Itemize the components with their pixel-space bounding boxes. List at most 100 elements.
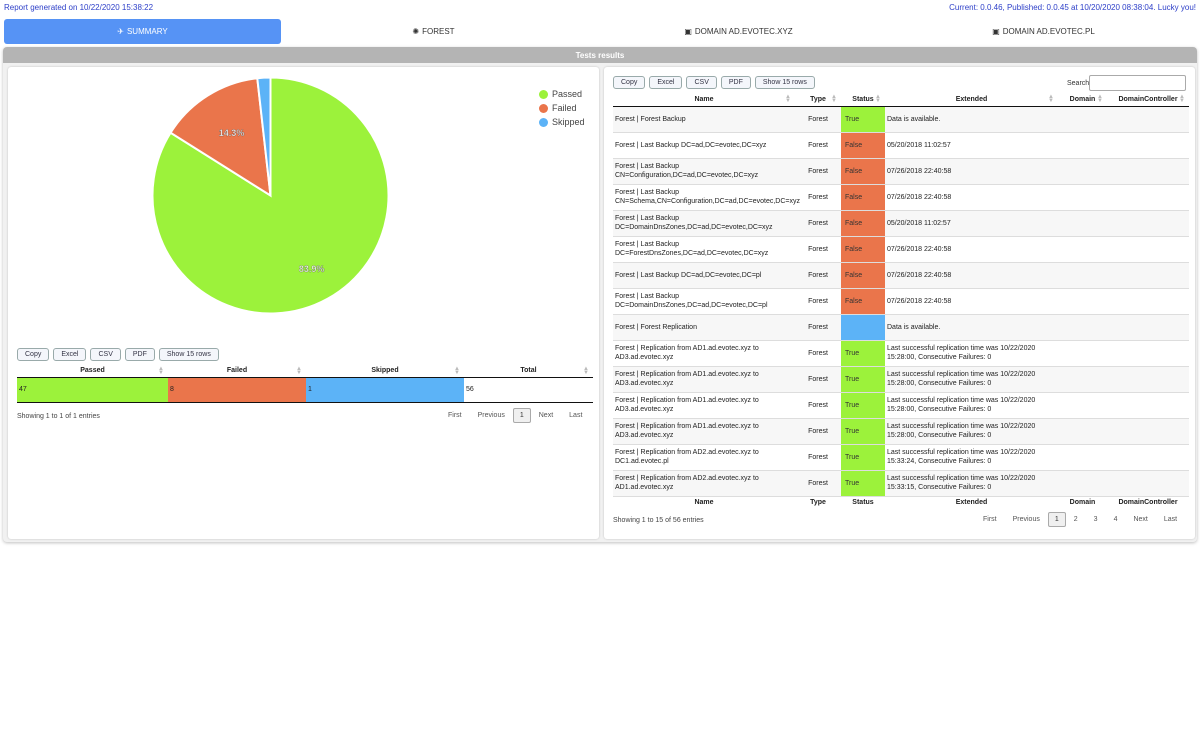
previous-page[interactable]: Previous xyxy=(1012,516,1040,523)
cell-status: False xyxy=(841,210,885,237)
cell-name: Forest | Replication from AD2.ad.evotec.… xyxy=(613,444,795,471)
report-generated-text: Report generated on 10/22/2020 15:38:22 xyxy=(4,3,154,12)
page-2[interactable]: 2 xyxy=(1073,516,1078,523)
table-row: Forest | Last Backup DC=ad,DC=evotec,DC=… xyxy=(613,132,1189,159)
col-status[interactable]: Status ▲ ▼ xyxy=(841,93,885,107)
cell-domaincontroller xyxy=(1107,444,1189,471)
last-page[interactable]: Last xyxy=(569,412,583,419)
cell-domain xyxy=(1058,288,1107,315)
csv-button[interactable]: CSV xyxy=(90,348,121,361)
cell-extended: Data is available. xyxy=(885,106,1058,133)
foot-status: Status xyxy=(841,495,885,509)
page-1[interactable]: 1 xyxy=(512,408,531,423)
page-4[interactable]: 4 xyxy=(1113,516,1118,523)
excel-button[interactable]: Excel xyxy=(53,348,87,361)
cell-domaincontroller xyxy=(1107,366,1189,393)
cell-extended: Last successful replication time was 10/… xyxy=(885,366,1058,393)
cell-domain xyxy=(1058,132,1107,159)
col-skipped[interactable]: Skipped ▲ ▼ xyxy=(306,365,464,378)
cell-passed: 47 xyxy=(17,377,168,403)
col-total[interactable]: Total ▲ ▼ xyxy=(464,365,593,378)
summary-info: Showing 1 to 1 of 1 entries xyxy=(17,413,100,420)
cell-status: False xyxy=(841,132,885,159)
legend-item-failed[interactable]: Failed xyxy=(539,101,585,115)
copy-button[interactable]: Copy xyxy=(17,348,50,361)
tab-summary[interactable]: ✈ Summary xyxy=(4,19,281,44)
cell-name: Forest | Last Backup CN=Schema,CN=Config… xyxy=(613,184,800,211)
cell-domain xyxy=(1058,314,1107,341)
cell-status: False xyxy=(841,184,885,211)
cell-name: Forest | Last Backup DC=ad,DC=evotec,DC=… xyxy=(613,262,795,289)
cell-type: Forest xyxy=(795,340,841,367)
cell-name: Forest | Forest Replication xyxy=(613,314,795,341)
col-type[interactable]: Type ▲ ▼ xyxy=(795,93,841,107)
first-page[interactable]: First xyxy=(983,516,997,523)
cell-domain xyxy=(1058,444,1107,471)
cell-domain xyxy=(1058,106,1107,133)
pie-label-passed: 83.9% xyxy=(299,264,325,274)
pie-slice-failed[interactable] xyxy=(169,77,272,198)
pdf-button[interactable]: PDF xyxy=(720,76,751,89)
show-rows-button[interactable]: Show 15 rows xyxy=(754,76,815,89)
cell-type: Forest xyxy=(795,236,841,263)
foot-name: Name xyxy=(613,495,795,509)
cell-domaincontroller xyxy=(1107,106,1189,133)
pdf-button[interactable]: PDF xyxy=(124,348,155,361)
table-row: Forest | Replication from AD2.ad.evotec.… xyxy=(613,470,1189,497)
page-3[interactable]: 3 xyxy=(1093,516,1098,523)
cell-status: True xyxy=(841,392,885,419)
copy-button[interactable]: Copy xyxy=(613,76,646,89)
details-pagination: First Previous 1 2 3 4 Next Last xyxy=(975,512,1185,527)
col-passed[interactable]: Passed ▲ ▼ xyxy=(17,365,168,378)
cell-extended: 07/26/2018 22:40:58 xyxy=(885,184,1058,211)
col-failed[interactable]: Failed ▲ ▼ xyxy=(168,365,306,378)
col-name[interactable]: Name ▲ ▼ xyxy=(613,93,795,107)
tab-domain-xyz[interactable]: ▣ Domain ad.evotec.xyz xyxy=(586,19,891,44)
cell-extended: 07/26/2018 22:40:58 xyxy=(885,288,1058,315)
foot-extended: Extended xyxy=(885,495,1058,509)
cell-domaincontroller xyxy=(1107,392,1189,419)
show-rows-button[interactable]: Show 15 rows xyxy=(158,348,219,361)
pie-slice-skipped[interactable] xyxy=(256,76,272,196)
cell-type: Forest xyxy=(795,444,841,471)
col-extended[interactable]: Extended ▲ ▼ xyxy=(885,93,1058,107)
tab-forest[interactable]: ✺ Forest xyxy=(281,19,586,44)
tab-domain-pl[interactable]: ▣ Domain ad.evotec.pl xyxy=(891,19,1196,44)
table-row: Forest | Last Backup CN=Configuration,DC… xyxy=(613,158,1189,185)
cell-status: True xyxy=(841,340,885,367)
search-label: Search: xyxy=(1067,80,1092,87)
cell-status xyxy=(841,314,885,341)
first-page[interactable]: First xyxy=(448,412,462,419)
foot-type: Type xyxy=(795,495,841,509)
excel-button[interactable]: Excel xyxy=(649,76,683,89)
report-header: Report generated on 10/22/2020 15:38:22 … xyxy=(0,0,1200,16)
cell-domaincontroller xyxy=(1107,470,1189,497)
cell-domaincontroller xyxy=(1107,288,1189,315)
next-page[interactable]: Next xyxy=(538,412,554,419)
cell-type: Forest xyxy=(795,366,841,393)
csv-button[interactable]: CSV xyxy=(686,76,717,89)
next-page[interactable]: Next xyxy=(1133,516,1148,523)
legend-item-passed[interactable]: Passed xyxy=(539,87,585,101)
foot-domaincontroller: DomainController xyxy=(1107,495,1189,509)
cell-domain xyxy=(1058,392,1107,419)
col-domain[interactable]: Domain ▲ ▼ xyxy=(1058,93,1107,107)
col-domaincontroller[interactable]: DomainController ▲ ▼ xyxy=(1107,93,1189,107)
cell-domain xyxy=(1058,418,1107,445)
cell-domaincontroller xyxy=(1107,236,1189,263)
previous-page[interactable]: Previous xyxy=(477,412,505,419)
plane-icon: ✈ xyxy=(117,27,124,36)
legend-item-skipped[interactable]: Skipped xyxy=(539,115,585,129)
cell-type: Forest xyxy=(795,132,841,159)
cell-name: Forest | Replication from AD1.ad.evotec.… xyxy=(613,392,795,419)
last-page[interactable]: Last xyxy=(1163,516,1178,523)
page-1[interactable]: 1 xyxy=(1047,512,1066,527)
cell-failed: 8 xyxy=(168,377,306,403)
table-row: Forest | Last Backup DC=ad,DC=evotec,DC=… xyxy=(613,262,1189,289)
cell-name: Forest | Replication from AD1.ad.evotec.… xyxy=(613,366,795,393)
cell-name: Forest | Last Backup DC=ad,DC=evotec,DC=… xyxy=(613,132,795,159)
version-text: Current: 0.0.46, Published: 0.0.45 at 10… xyxy=(949,3,1196,12)
search-input[interactable] xyxy=(1089,75,1186,91)
cell-status: False xyxy=(841,236,885,263)
cell-type: Forest xyxy=(795,184,841,211)
